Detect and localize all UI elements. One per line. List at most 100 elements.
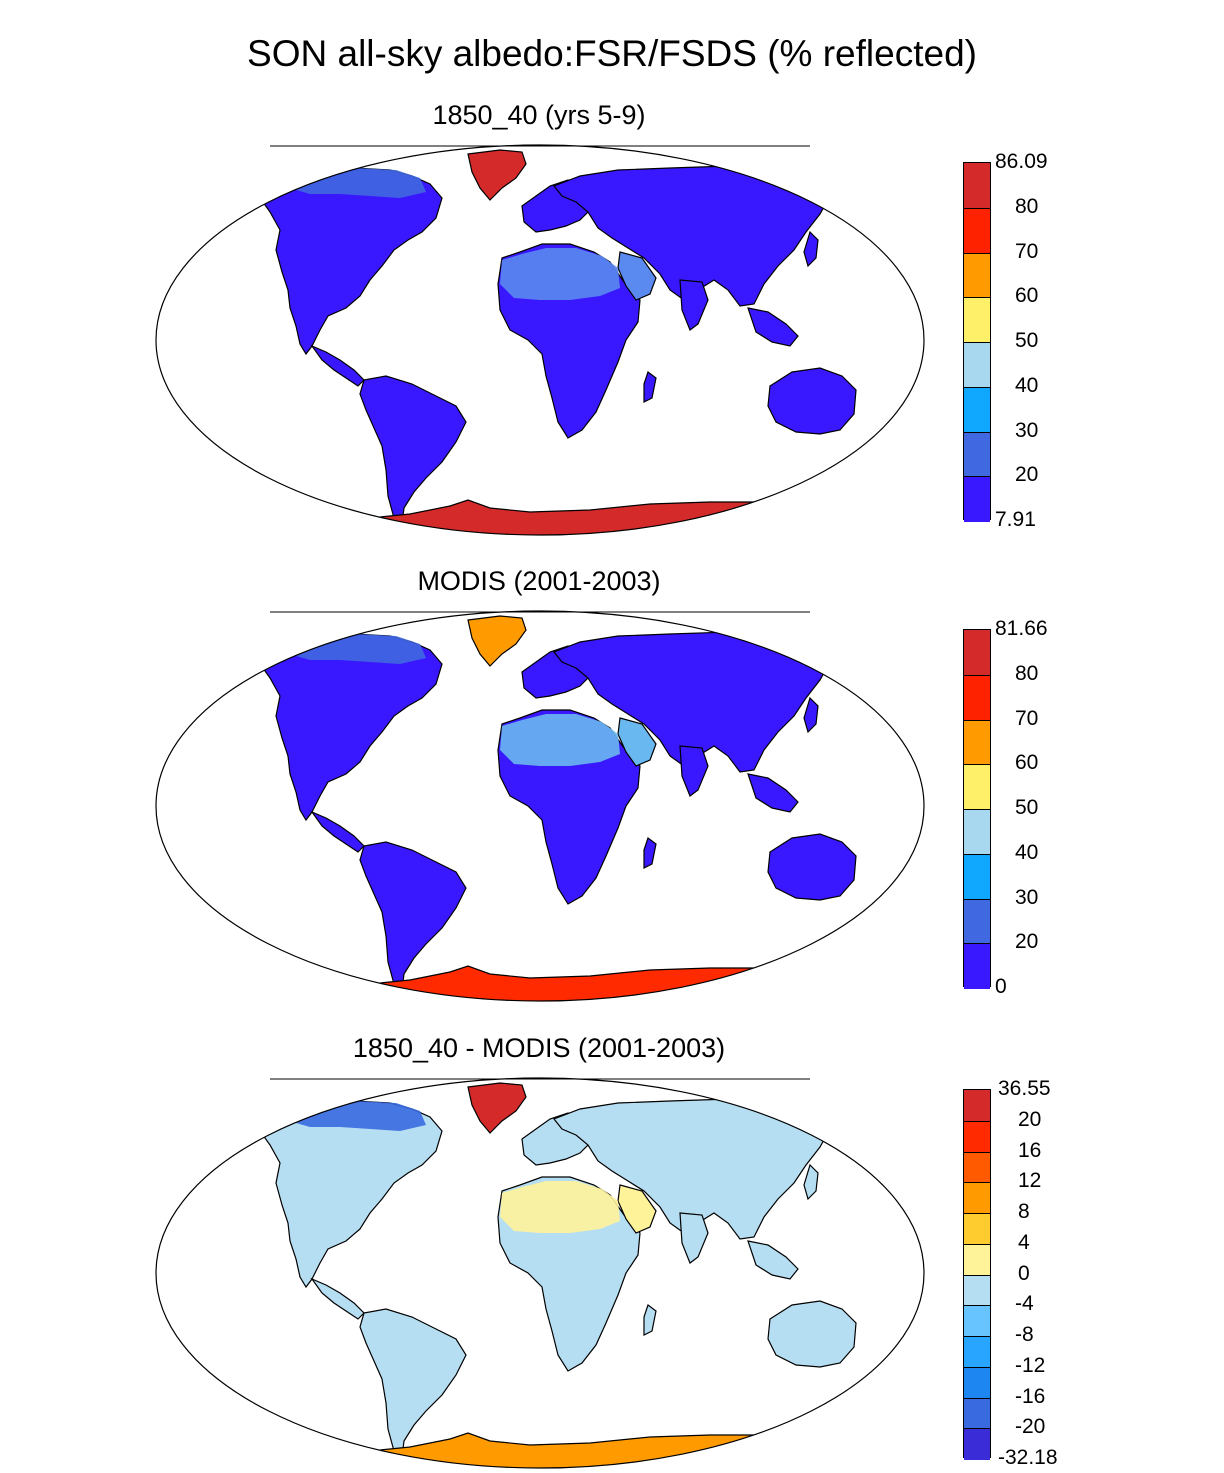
colorbar-tick-label: 7.91 (995, 508, 1036, 531)
north-america-landmass (259, 633, 443, 822)
sahara-region (500, 248, 620, 300)
colorbar-tick-label: 20 (1018, 1107, 1042, 1131)
colorbar-tick-label: 80 (1015, 661, 1039, 685)
panel-3-title: 1850_40 - MODIS (2001-2003) (352, 1033, 726, 1063)
colorbar-tick-label: 12 (1018, 1169, 1042, 1193)
colorbar-segment (964, 1305, 990, 1337)
colorbar-tick-label: 70 (1015, 706, 1039, 730)
globe-outline (155, 144, 925, 536)
india-landmass (679, 1212, 709, 1264)
panel-1-colorbar (963, 162, 991, 522)
colorbar-segment (964, 1213, 990, 1245)
colorbar-segment (964, 1182, 990, 1214)
colorbar-segment (964, 764, 990, 810)
colorbar-tick-label: 36.55 (998, 1077, 1051, 1100)
colorbar-tick-label: 0 (995, 975, 1007, 998)
greenland-landmass (467, 1082, 527, 1134)
colorbar-tick-label: 20 (1015, 463, 1039, 487)
colorbar-tick-label: 60 (1015, 751, 1039, 775)
globe-outline (155, 610, 925, 1002)
colorbar-tick-label: 20 (1015, 930, 1039, 954)
colorbar-tick-label: 50 (1015, 329, 1039, 352)
arctic-region (290, 634, 426, 664)
arabia-landmass (617, 251, 657, 301)
colorbar-tick-label: 60 (1015, 284, 1039, 308)
colorbar-segment (964, 853, 990, 899)
antarctica-landmass (297, 1432, 812, 1468)
panel-3-map (155, 1077, 925, 1469)
north-america-landmass (259, 167, 443, 356)
continents-layer (259, 149, 885, 535)
colorbar-tick-label: 16 (1018, 1138, 1042, 1162)
continents-layer (259, 615, 885, 1001)
colorbar-tick-label: 50 (1015, 796, 1039, 819)
colorbar-segment (964, 431, 990, 477)
japan-landmass (803, 230, 819, 268)
antarctica-landmass (297, 499, 812, 535)
south-america-landmass (359, 375, 467, 526)
colorbar-segment (964, 630, 990, 676)
australia-landmass (767, 833, 857, 901)
panel-1-map (155, 144, 925, 536)
colorbar-segment (964, 1336, 990, 1368)
colorbar-segment (964, 1151, 990, 1183)
colorbar-tick-label: 4 (1018, 1230, 1030, 1254)
se-asia-landmass (747, 773, 799, 813)
colorbar-segment (964, 1397, 990, 1429)
globe-outline (155, 1077, 925, 1469)
colorbar-tick-label: 86.09 (995, 150, 1048, 173)
central-america-landmass (310, 344, 365, 387)
colorbar-segment (964, 1090, 990, 1122)
antarctica-landmass (297, 965, 812, 1001)
colorbar-segment (964, 1366, 990, 1398)
colorbar-tick-label: 40 (1015, 840, 1039, 864)
north-america-landmass (259, 1100, 443, 1289)
japan-landmass (803, 696, 819, 734)
colorbar-segment (964, 943, 990, 989)
madagascar-landmass (643, 1304, 657, 1336)
arctic-region (290, 1101, 426, 1131)
new-zealand-landmass (865, 901, 885, 925)
colorbar-tick-label: 70 (1015, 239, 1039, 263)
colorbar-tick-label: -20 (1015, 1415, 1046, 1439)
colorbar-segment (964, 207, 990, 253)
south-america-landmass (359, 841, 467, 992)
colorbar-segment (964, 297, 990, 343)
south-america-landmass (359, 1308, 467, 1459)
colorbar-tick-label: -16 (1015, 1384, 1046, 1408)
madagascar-landmass (643, 837, 657, 869)
australia-landmass (767, 367, 857, 435)
central-america-landmass (310, 810, 365, 853)
figure-title: SON all-sky albedo:FSR/FSDS (% reflected… (247, 33, 977, 74)
central-america-landmass (310, 1277, 365, 1320)
panel-2-map (155, 610, 925, 1002)
colorbar-segment (964, 674, 990, 720)
panel-2-colorbar (963, 629, 991, 989)
colorbar-segment (964, 1120, 990, 1152)
greenland-landmass (467, 615, 527, 667)
panel-1-title: 1850_40 (yrs 5-9) (432, 100, 646, 130)
colorbar-tick-label: 81.66 (995, 617, 1048, 640)
colorbar-segment (964, 1428, 990, 1460)
panel-2-title: MODIS (2001-2003) (417, 566, 661, 596)
se-asia-landmass (747, 307, 799, 347)
colorbar-segment (964, 252, 990, 298)
continents-layer (259, 1082, 885, 1468)
japan-landmass (803, 1163, 819, 1201)
new-zealand-landmass (865, 435, 885, 459)
colorbar-tick-label: -4 (1015, 1292, 1034, 1316)
new-zealand-landmass (865, 1368, 885, 1392)
colorbar-segment (964, 342, 990, 388)
arctic-region (290, 168, 426, 198)
colorbar-tick-label: -32.18 (998, 1446, 1058, 1469)
colorbar-tick-label: 8 (1018, 1200, 1030, 1223)
colorbar-tick-label: 40 (1015, 373, 1039, 397)
colorbar-segment (964, 1274, 990, 1306)
se-asia-landmass (747, 1240, 799, 1280)
panel-3-colorbar (963, 1089, 991, 1460)
greenland-landmass (467, 149, 527, 201)
colorbar-segment (964, 809, 990, 855)
colorbar-segment (964, 476, 990, 522)
sahara-region (500, 714, 620, 766)
madagascar-landmass (643, 371, 657, 403)
